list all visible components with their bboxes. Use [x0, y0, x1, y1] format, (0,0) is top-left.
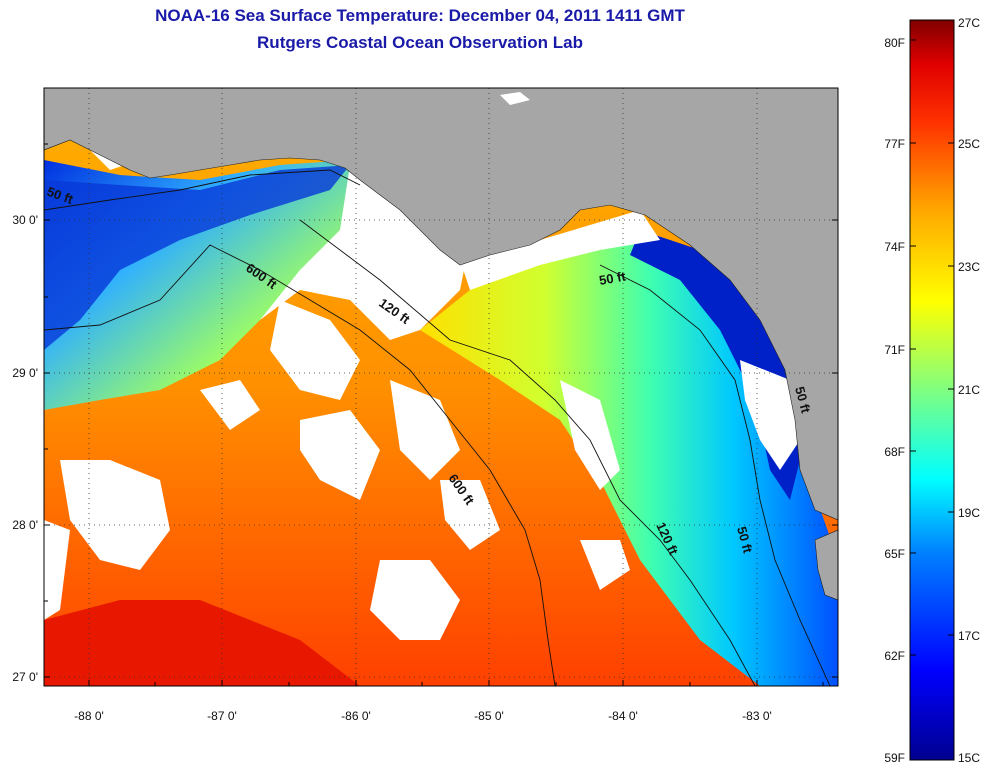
colorbar-gradient: [909, 19, 955, 761]
colorbar-ticks: [910, 19, 954, 656]
lon-tick-label: -83 0': [742, 709, 772, 723]
contour-label-east-50: 50 ft: [598, 268, 628, 288]
colorbar-c-label: 15C: [958, 751, 980, 765]
contour-west-50ft: [44, 169, 361, 211]
land-mass: [44, 88, 838, 601]
contour-120ft: [299, 219, 756, 686]
lat-tick-label: 28 0': [12, 518, 38, 532]
colorbar-c-label: 19C: [958, 506, 980, 520]
contour-label-east-50-lower: 50 ft: [734, 525, 756, 555]
contour-label-east-50-coast: 50 ft: [792, 385, 814, 415]
colorbar-f-label: 59F: [884, 751, 905, 765]
colorbar-f-label: 74F: [884, 240, 905, 254]
lon-tick-label: -86 0': [341, 709, 371, 723]
colorbar-c-label: 25C: [958, 137, 980, 151]
colorbar-fahrenheit-labels: 80F 77F 74F 71F 68F 65F 62F 59F: [884, 36, 905, 765]
west-coastal-cold-band: [44, 165, 350, 350]
lon-tick-label: -85 0': [474, 709, 504, 723]
contour-600ft: [44, 244, 556, 686]
colorbar-f-label: 65F: [884, 547, 905, 561]
lon-tick-label: -87 0': [207, 709, 237, 723]
colorbar-c-label: 17C: [958, 629, 980, 643]
lon-tick-label: -88 0': [74, 709, 104, 723]
warm-southwest-water: [44, 600, 360, 686]
colorbar-f-label: 71F: [884, 343, 905, 357]
colorbar-f-label: 62F: [884, 649, 905, 663]
inland-cloud: [500, 92, 530, 105]
map-plot-area: [44, 88, 838, 686]
lat-axis-labels: 27 0' 28 0' 29 0' 30 0': [12, 213, 38, 684]
lat-tick-label: 30 0': [12, 213, 38, 227]
colorbar-c-label: 21C: [958, 383, 980, 397]
figure-subtitle: Rutgers Coastal Ocean Observation Lab: [257, 33, 583, 52]
lat-tick-label: 27 0': [12, 670, 38, 684]
colorbar-f-label: 77F: [884, 137, 905, 151]
colorbar-f-label: 68F: [884, 445, 905, 459]
lat-tick-label: 29 0': [12, 366, 38, 380]
bathymetry-contours: [44, 169, 831, 686]
colorbar-c-label: 27C: [958, 16, 980, 30]
lon-tick-label: -84 0': [608, 709, 638, 723]
colorbar-c-label: 23C: [958, 260, 980, 274]
contour-50ft: [599, 264, 831, 686]
colorbar-f-label: 80F: [884, 36, 905, 50]
figure-title: NOAA-16 Sea Surface Temperature: Decembe…: [155, 6, 685, 25]
colorbar-celsius-labels: 27C 25C 23C 21C 19C 17C 15C: [958, 16, 980, 765]
map-frame: [43, 87, 839, 687]
colorbar: 80F 77F 74F 71F 68F 65F 62F 59F 27C 25C …: [884, 16, 980, 765]
lon-axis-labels: -88 0' -87 0' -86 0' -85 0' -84 0' -83 0…: [74, 709, 772, 723]
east-coastal-cold-band: [630, 230, 805, 500]
map-tick-marks: [44, 143, 838, 686]
